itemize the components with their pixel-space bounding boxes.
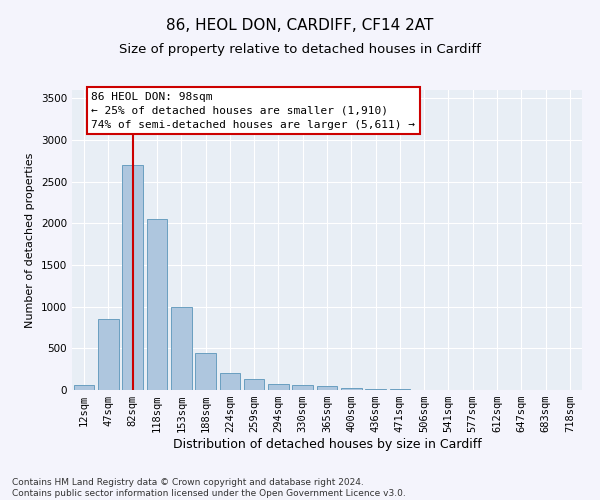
Text: Contains HM Land Registry data © Crown copyright and database right 2024.
Contai: Contains HM Land Registry data © Crown c… — [12, 478, 406, 498]
Text: Size of property relative to detached houses in Cardiff: Size of property relative to detached ho… — [119, 42, 481, 56]
Y-axis label: Number of detached properties: Number of detached properties — [25, 152, 35, 328]
Bar — [220, 374, 240, 390]
Bar — [292, 385, 313, 390]
Bar — [365, 389, 386, 390]
X-axis label: Distribution of detached houses by size in Cardiff: Distribution of detached houses by size … — [173, 438, 481, 451]
Bar — [74, 385, 94, 390]
Bar — [268, 384, 289, 390]
Bar — [244, 379, 265, 390]
Bar — [146, 219, 167, 390]
Text: 86, HEOL DON, CARDIFF, CF14 2AT: 86, HEOL DON, CARDIFF, CF14 2AT — [166, 18, 434, 32]
Bar — [195, 352, 216, 390]
Bar — [98, 319, 119, 390]
Bar — [171, 306, 191, 390]
Bar — [122, 165, 143, 390]
Bar — [341, 388, 362, 390]
Bar — [317, 386, 337, 390]
Text: 86 HEOL DON: 98sqm
← 25% of detached houses are smaller (1,910)
74% of semi-deta: 86 HEOL DON: 98sqm ← 25% of detached hou… — [91, 92, 415, 130]
